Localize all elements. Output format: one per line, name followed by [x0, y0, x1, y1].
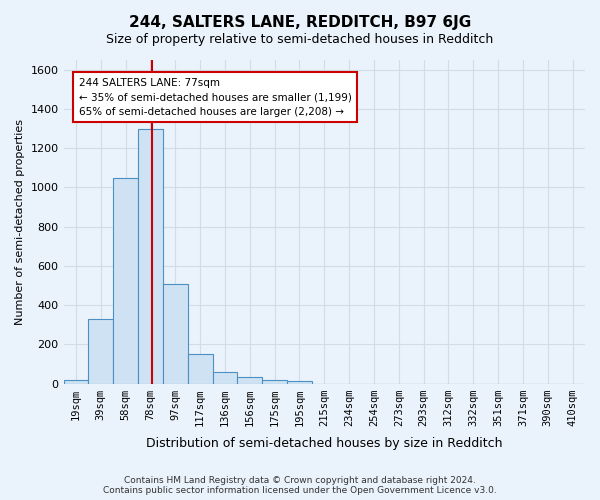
Bar: [64, 380, 88, 384]
Bar: [262, 380, 287, 384]
X-axis label: Distribution of semi-detached houses by size in Redditch: Distribution of semi-detached houses by …: [146, 437, 503, 450]
Text: 244, SALTERS LANE, REDDITCH, B97 6JG: 244, SALTERS LANE, REDDITCH, B97 6JG: [129, 15, 471, 30]
Bar: [113, 178, 138, 384]
Text: Size of property relative to semi-detached houses in Redditch: Size of property relative to semi-detach…: [106, 32, 494, 46]
Bar: [238, 376, 262, 384]
Y-axis label: Number of semi-detached properties: Number of semi-detached properties: [15, 119, 25, 325]
Bar: [163, 284, 188, 384]
Bar: [188, 354, 212, 384]
Bar: [287, 380, 312, 384]
Text: Contains HM Land Registry data © Crown copyright and database right 2024.
Contai: Contains HM Land Registry data © Crown c…: [103, 476, 497, 495]
Bar: [88, 319, 113, 384]
Bar: [138, 128, 163, 384]
Text: 244 SALTERS LANE: 77sqm
← 35% of semi-detached houses are smaller (1,199)
65% of: 244 SALTERS LANE: 77sqm ← 35% of semi-de…: [79, 78, 352, 117]
Bar: [212, 372, 238, 384]
